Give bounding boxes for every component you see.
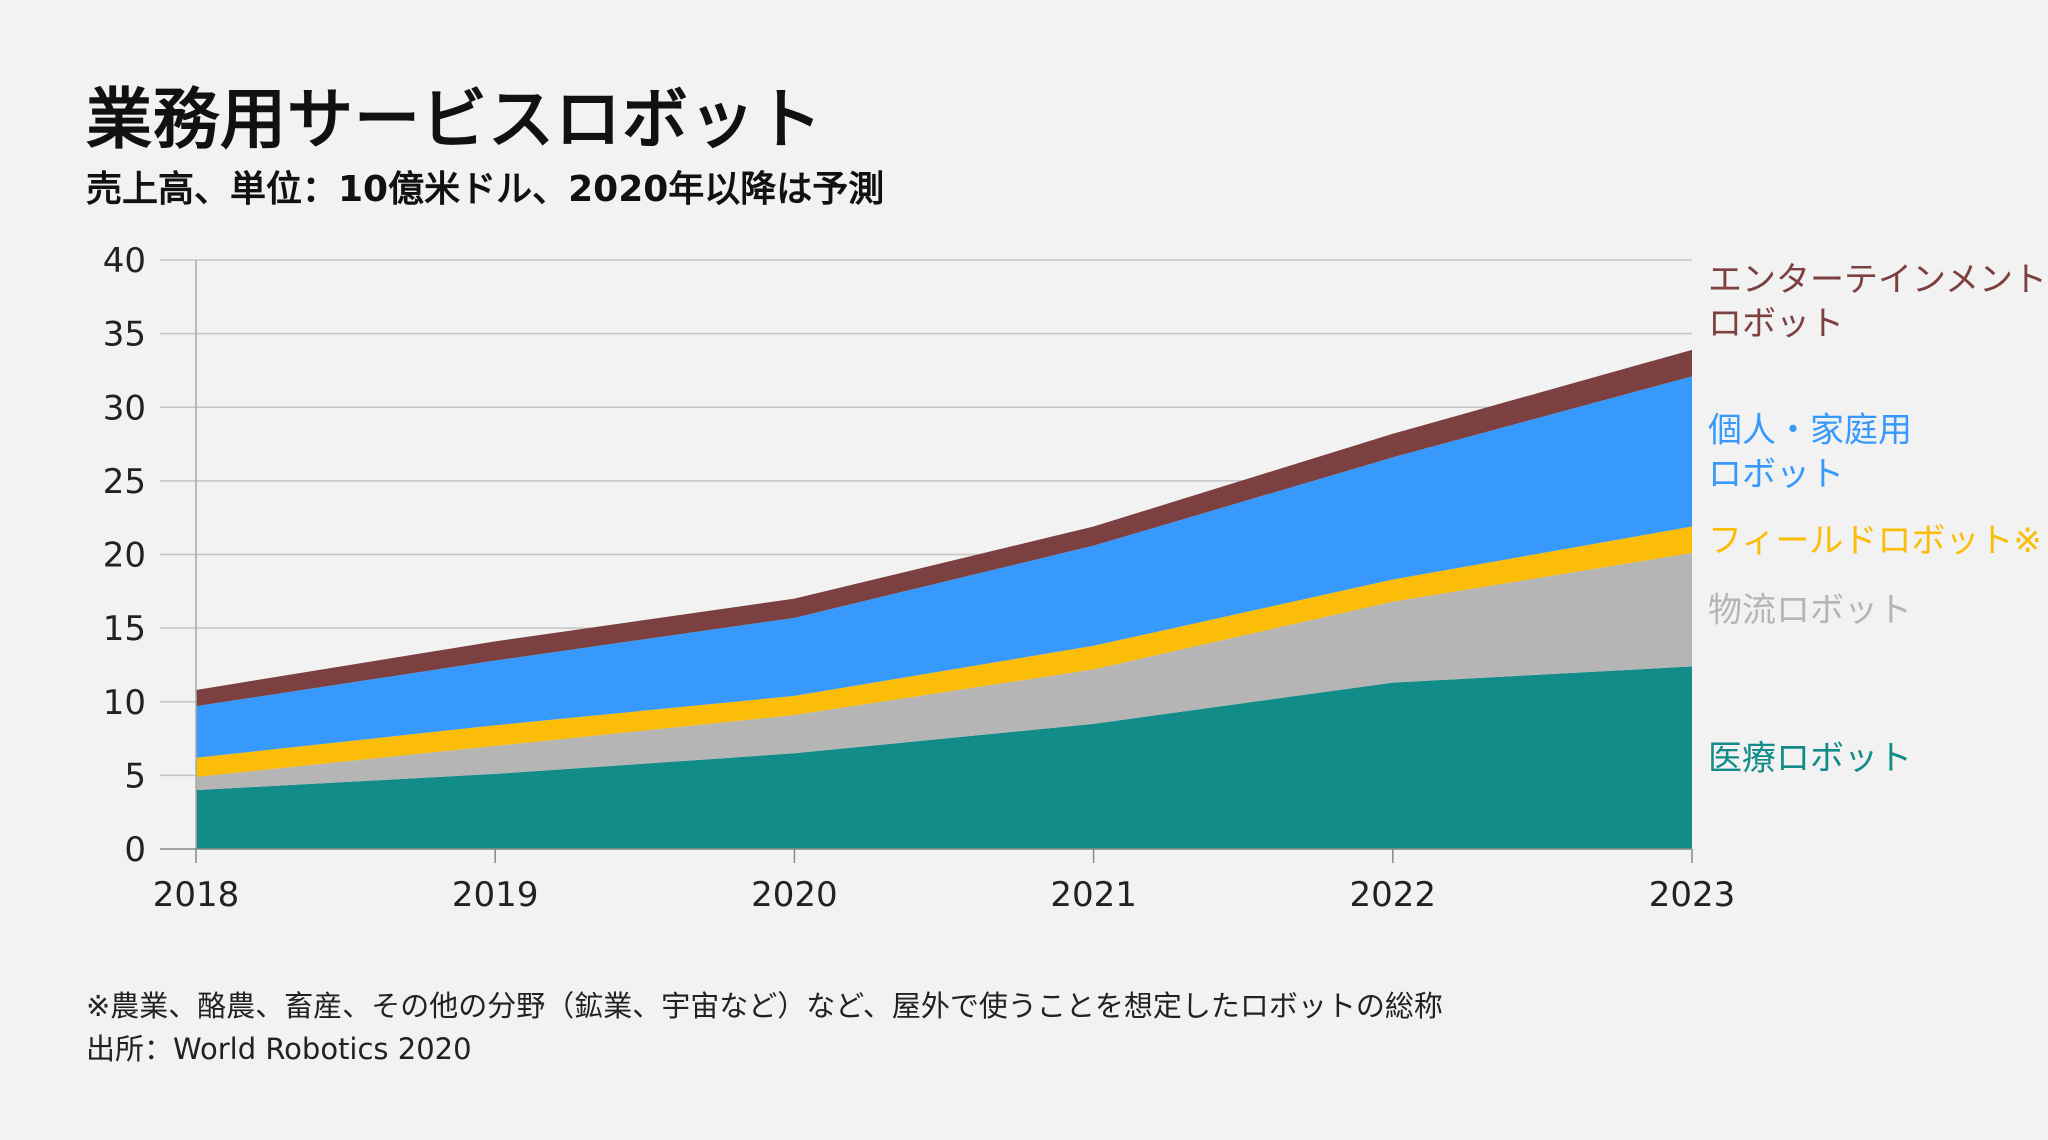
x-tick-label: 2023 (1649, 875, 1736, 915)
y-tick-label: 35 (103, 315, 146, 355)
y-tick-label: 20 (103, 536, 146, 576)
x-tick-label: 2020 (751, 875, 838, 915)
series-label: 物流ロボット (1708, 591, 1912, 631)
x-tick-label: 2019 (452, 875, 539, 915)
x-tick-label: 2018 (153, 875, 240, 915)
chart-title: 業務用サービスロボット (86, 81, 823, 158)
y-tick-label: 15 (103, 609, 146, 649)
area-series-4 (196, 349, 1692, 707)
area-series-3 (196, 376, 1692, 758)
series-label: エンターテインメント (1708, 260, 2047, 300)
area-series-1 (196, 553, 1692, 791)
series-label: ロボット (1708, 454, 1844, 494)
x-tick-label: 2022 (1350, 875, 1437, 915)
series-label: 個人・家庭用 (1708, 410, 1912, 450)
series-label: フィールドロボット※ (1708, 521, 2042, 561)
area-series-0 (196, 666, 1692, 849)
y-tick-label: 0 (124, 830, 146, 870)
y-tick-label: 10 (103, 683, 146, 723)
x-tick-label: 2021 (1050, 875, 1137, 915)
y-tick-label: 5 (124, 756, 146, 796)
y-tick-label: 25 (103, 462, 146, 502)
y-tick-label: 30 (103, 388, 146, 428)
source-note: 出所：World Robotics 2020 (86, 1032, 472, 1066)
footnote: ※農業、酪農、畜産、その他の分野（鉱業、宇宙など）など、屋外で使うことを想定した… (86, 989, 1443, 1023)
series-label: ロボット (1708, 304, 1844, 344)
series-label: 医療ロボット (1708, 739, 1912, 779)
area-series-2 (196, 526, 1692, 777)
chart-subtitle: 売上高、単位：10億米ドル、2020年以降は予測 (86, 169, 885, 210)
y-tick-label: 40 (103, 241, 146, 281)
